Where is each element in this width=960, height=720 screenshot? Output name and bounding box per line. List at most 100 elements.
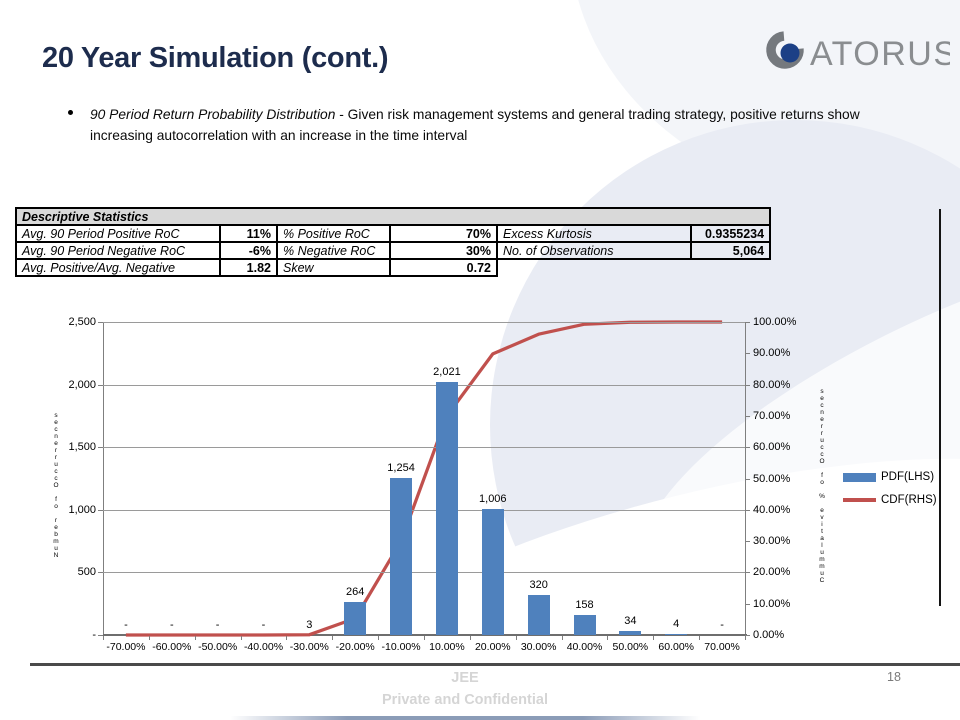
x-tick-label: -40.00% [243, 641, 284, 653]
table-cell-label: % Positive RoC [276, 224, 391, 243]
table-cell-value: 1.82 [219, 258, 278, 277]
table-cell-label: Avg. 90 Period Negative RoC [15, 241, 221, 260]
y-tick-label-left: 2,000 [68, 378, 96, 391]
y-axis-tick-left [98, 447, 103, 449]
x-axis-tick [745, 636, 746, 640]
bullet-marker-icon [68, 110, 73, 115]
y-tick-label-right: 40.00% [753, 503, 791, 516]
bullet-body: - Given risk management systems and gene… [90, 107, 860, 143]
table-cell-value: -6% [219, 241, 278, 260]
y-tick-label-right: 100.00% [753, 316, 797, 328]
bar-data-label: 264 [346, 586, 365, 598]
footer-line1: JEE [451, 670, 479, 686]
x-axis-line [103, 634, 747, 636]
y-axis-tick-left [98, 509, 103, 511]
x-axis-tick [148, 636, 150, 640]
bullet-text: 90 Period Return Probability Distributio… [90, 105, 920, 147]
bar-data-label: - [124, 619, 128, 631]
y-tick-label-right: 10.00% [753, 597, 791, 610]
footer-divider [30, 663, 960, 666]
x-tick-label: 70.00% [704, 641, 740, 653]
legend-label-pdf: PDF(LHS) [881, 471, 935, 483]
x-axis-tick [607, 636, 609, 640]
gridline [103, 509, 746, 511]
x-axis-tick [194, 636, 196, 640]
x-axis-tick [561, 636, 563, 640]
y-tick-label-right: 70.00% [753, 409, 791, 422]
bar-50.00% [619, 631, 642, 635]
legend-item-cdf: CDF(RHS) [843, 494, 937, 506]
table-header-row: Descriptive Statistics [14, 207, 772, 226]
gridline [103, 447, 746, 449]
y-axis-tick-right [745, 478, 750, 480]
y-axis-tick-right [745, 572, 750, 574]
legend-label-cdf: CDF(RHS) [881, 494, 937, 506]
descriptive-statistics-table: Descriptive Statistics Avg. 90 Period Po… [14, 207, 772, 277]
bar-data-label: 3 [306, 619, 313, 631]
bar-data-label: 320 [529, 579, 548, 591]
x-axis-tick [699, 636, 701, 640]
x-tick-label: -70.00% [106, 641, 146, 653]
x-tick-label: 60.00% [658, 641, 695, 653]
bullet-lead-italic: 90 Period Return Probability Distributio… [90, 107, 336, 122]
y-tick-label-right: 30.00% [753, 535, 791, 548]
gridline [103, 384, 746, 386]
page-title: 20 Year Simulation (cont.) [42, 42, 389, 74]
x-tick-label: 20.00% [474, 641, 511, 653]
table-title: Descriptive Statistics [14, 207, 772, 226]
table-cell-value: 5,064 [689, 241, 772, 260]
table-cell-value: 11% [219, 224, 278, 243]
x-axis-tick [515, 636, 517, 640]
y-tick-label-left: 1,000 [68, 503, 96, 516]
bar-data-label: 158 [575, 599, 594, 611]
bar-10.00% [435, 382, 458, 635]
y-axis-tick-right [745, 415, 750, 417]
bar--20.00% [344, 602, 367, 635]
right-border-line [939, 209, 941, 606]
y-axis-tick-left [98, 384, 103, 386]
table-cell-label: Avg. 90 Period Positive RoC [15, 224, 221, 243]
x-tick-label: -50.00% [198, 641, 238, 653]
table-cell-value: 30% [389, 241, 498, 260]
gridline [103, 322, 746, 323]
bar-60.00% [665, 634, 688, 635]
logo-graphic: ATORUS [766, 31, 956, 73]
y-tick-label-right: 90.00% [753, 347, 791, 360]
cdf-swatch-icon [843, 498, 876, 502]
x-tick-label: -20.00% [335, 641, 375, 653]
y-axis-tick-right [745, 384, 750, 386]
x-axis-tick [332, 636, 334, 640]
y-axis-tick-right [745, 322, 750, 323]
y-tick-label-right: 50.00% [753, 472, 791, 485]
table-row: Avg. Positive/Avg. Negative 1.82 Skew 0.72 [15, 258, 770, 277]
y-axis-left-line [103, 322, 104, 635]
y-axis-tick-right [745, 635, 750, 636]
chart-legend: PDF(LHS) CDF(RHS) [843, 471, 937, 517]
y-tick-label-right: 60.00% [753, 441, 791, 454]
bar-data-label: - [261, 619, 266, 631]
table-cell-label: No. of Observations [496, 241, 692, 260]
gridline [103, 572, 746, 574]
y-tick-label-right: 0.00% [753, 629, 785, 641]
table-row: Avg. 90 Period Negative RoC -6%% Negative… [15, 241, 772, 260]
bar-data-label: - [720, 619, 724, 631]
table-cell-label: Skew [276, 258, 391, 277]
bar-20.00% [481, 509, 504, 635]
bar-data-label: 1,254 [387, 462, 415, 474]
table-cell-label: Avg. Positive/Avg. Negative [15, 258, 221, 277]
table-cell-value: 0.9355234 [689, 224, 772, 243]
logo-crescent-icon [766, 31, 804, 69]
y-tick-label-right: 20.00% [753, 566, 791, 579]
table-cell-value: 0.72 [389, 258, 498, 277]
y-axis-tick-right [745, 541, 750, 543]
y-tick-label-left: - [92, 629, 96, 641]
table-cell-label: Excess Kurtosis [496, 224, 692, 243]
atorus-logo: ATORUS [760, 20, 956, 78]
bottom-accent-bar [230, 716, 700, 720]
y-axis-tick-right [745, 447, 750, 449]
bar-30.00% [527, 595, 550, 635]
y-axis-tick-right [745, 509, 750, 511]
y-axis-title-right: secnerruccO fo % evitalummuC [818, 388, 826, 584]
x-tick-label: -30.00% [289, 641, 329, 653]
